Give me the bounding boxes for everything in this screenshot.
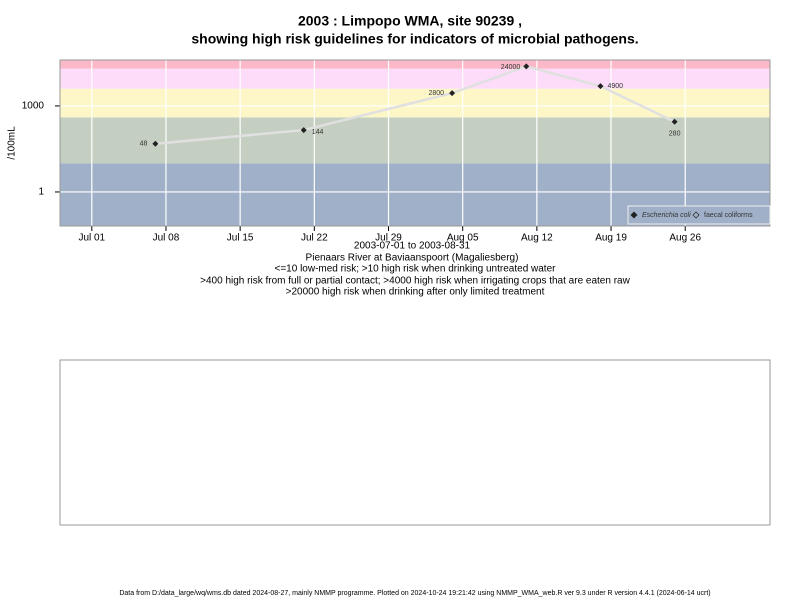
data-label: 24000 bbox=[501, 64, 521, 71]
note: <=10 low-med risk; >10 high risk when dr… bbox=[275, 264, 557, 275]
x-tick-label: Aug 12 bbox=[521, 233, 553, 244]
note: Pienaars River at Baviaanspoort (Magalie… bbox=[306, 253, 519, 264]
legend-marker bbox=[630, 211, 638, 219]
data-point bbox=[597, 83, 604, 90]
data-label: 4900 bbox=[607, 83, 623, 90]
data-label: 48 bbox=[140, 141, 148, 148]
chart-title: 2003 : Limpopo WMA, site 90239 , bbox=[298, 13, 522, 29]
x-tick-label: Jul 15 bbox=[227, 233, 254, 244]
data-label: 280 bbox=[669, 131, 681, 138]
empty-panel bbox=[59, 359, 771, 526]
data-label: 144 bbox=[312, 129, 324, 136]
data-point bbox=[449, 90, 456, 97]
legend-label: Escherichia coli bbox=[642, 212, 691, 219]
x-axis-label: 2003-07-01 to 2003-08-31 bbox=[354, 241, 471, 252]
y-tick-label: 1000 bbox=[22, 101, 45, 112]
data-point bbox=[152, 140, 159, 147]
note: >20000 high risk when drinking after onl… bbox=[286, 287, 545, 298]
x-tick-label: Jul 08 bbox=[153, 233, 180, 244]
x-tick-label: Jul 22 bbox=[301, 233, 328, 244]
footer: Data from D:/data_large/wq/wms.db dated … bbox=[119, 590, 710, 597]
bands bbox=[60, 60, 770, 226]
x-tick-label: Aug 19 bbox=[595, 233, 627, 244]
series-line bbox=[155, 65, 676, 145]
data-point bbox=[523, 63, 530, 70]
x-tick-label: Aug 05 bbox=[447, 233, 479, 244]
y-tick-label: 1 bbox=[38, 187, 44, 198]
plot-frame bbox=[59, 59, 771, 227]
chart-subtitle: showing high risk guidelines for indicat… bbox=[191, 31, 638, 47]
y-axis-label: /100mL bbox=[7, 126, 18, 160]
data-point bbox=[300, 127, 307, 134]
x-tick-label: Jul 01 bbox=[78, 233, 105, 244]
note: >400 high risk from full or partial cont… bbox=[200, 276, 630, 287]
legend-marker bbox=[692, 211, 700, 219]
risk-band bbox=[60, 117, 770, 164]
data-label: 2800 bbox=[429, 90, 445, 97]
x-tick-label: Aug 26 bbox=[669, 233, 701, 244]
risk-band bbox=[60, 60, 770, 69]
legend-label: faecal coliforms bbox=[704, 212, 753, 219]
x-tick-label: Jul 29 bbox=[375, 233, 402, 244]
data-point bbox=[671, 118, 678, 125]
